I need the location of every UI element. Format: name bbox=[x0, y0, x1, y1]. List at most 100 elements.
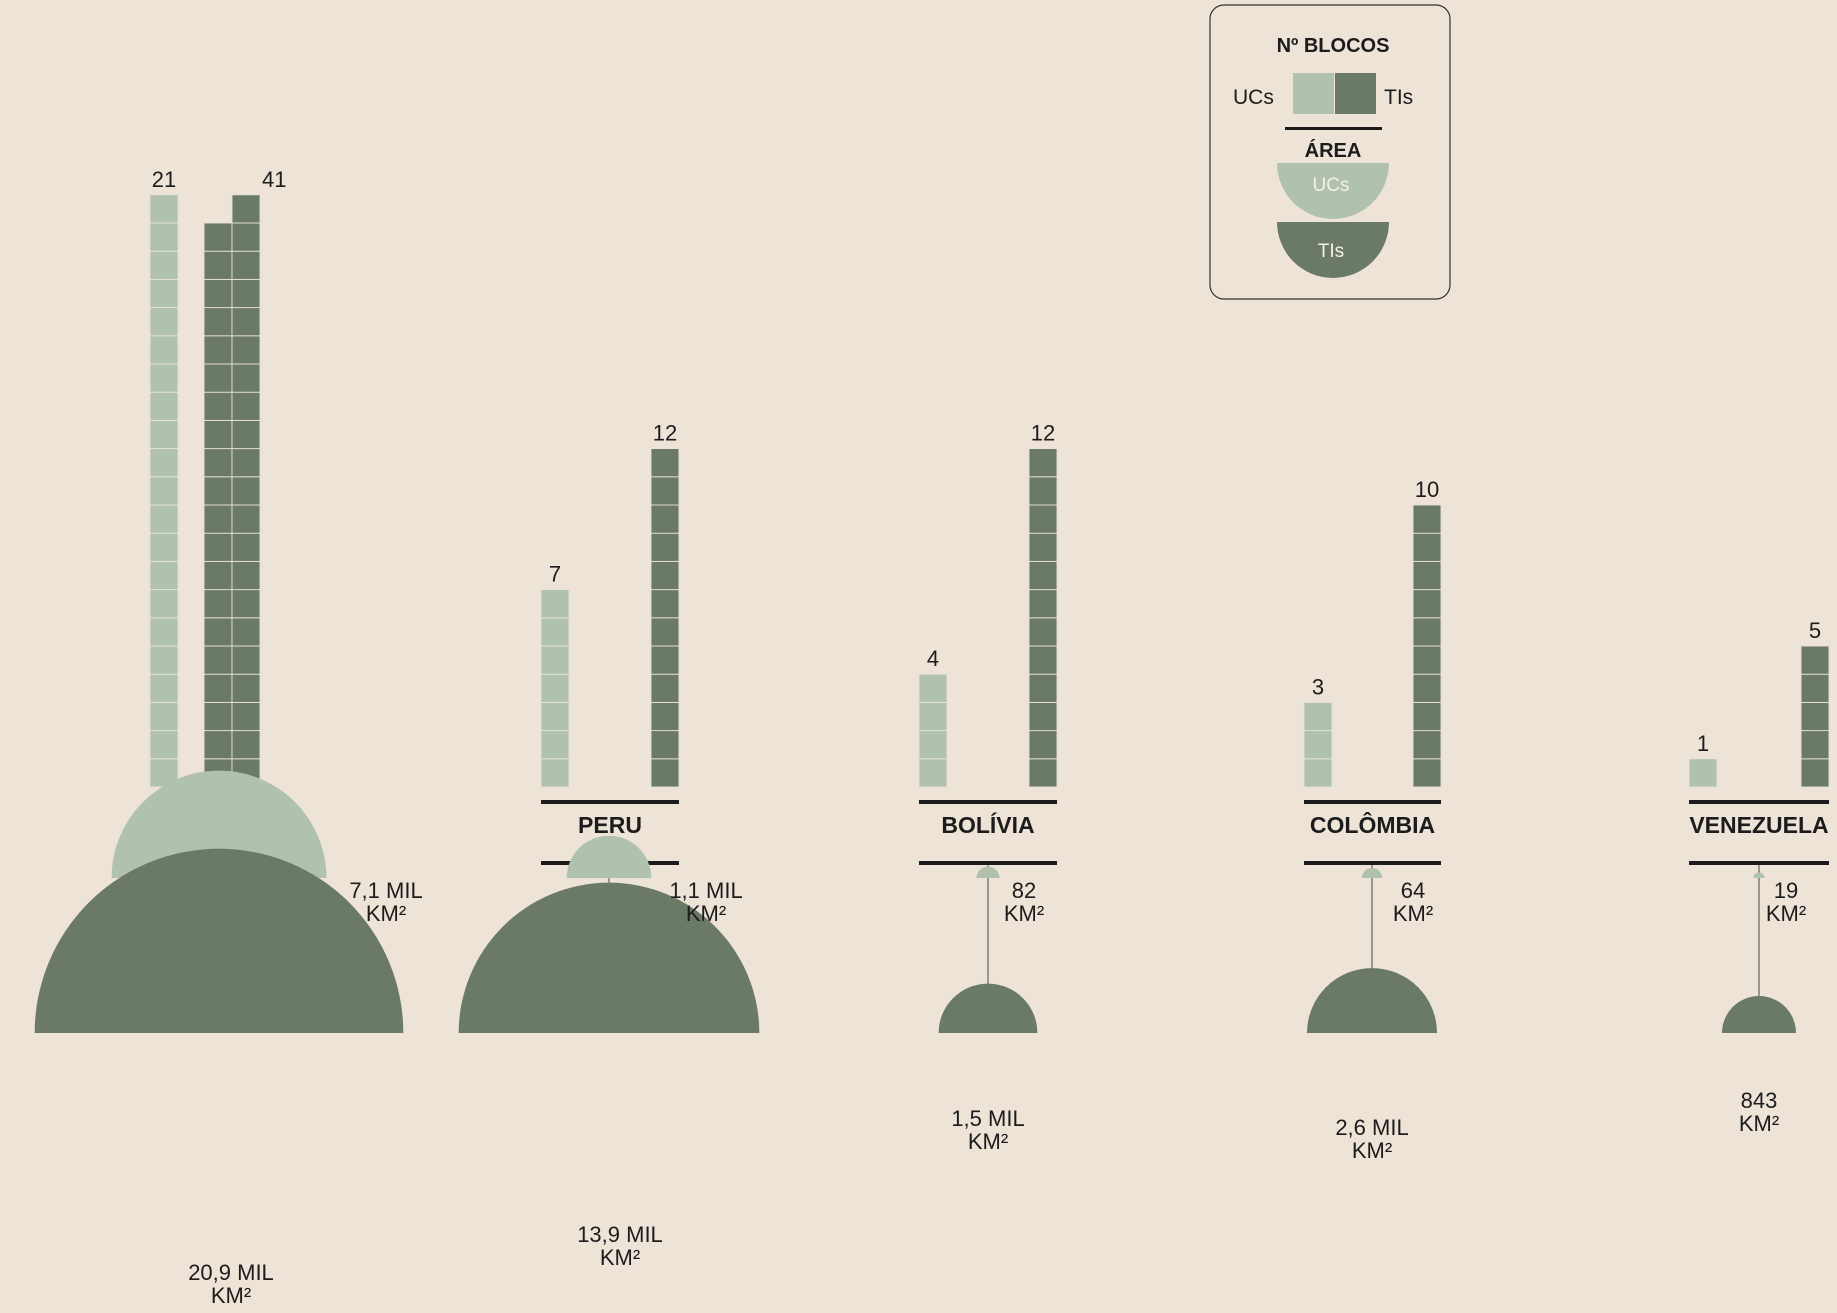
tis-bar-block bbox=[203, 363, 233, 393]
tis-bar-block bbox=[203, 617, 233, 647]
ucs-area-semicircle bbox=[1361, 867, 1383, 878]
ucs-bar-block bbox=[149, 532, 179, 562]
tis-area-label-line: 843 bbox=[1741, 1088, 1778, 1113]
ucs-bar-block bbox=[1303, 758, 1333, 788]
tis-bar-block bbox=[1412, 589, 1442, 619]
tis-area-label: 1,5 MIL KM² bbox=[951, 1106, 1024, 1154]
tis-bar-block bbox=[1412, 758, 1442, 788]
ucs-bar-block bbox=[149, 560, 179, 591]
country-rule-top bbox=[1689, 800, 1829, 804]
tis-bar-block bbox=[1028, 448, 1058, 478]
ucs-bar-block bbox=[149, 419, 179, 450]
legend-title-area: ÁREA bbox=[1305, 139, 1362, 162]
tis-bar-block bbox=[1412, 560, 1442, 591]
tis-bar-block bbox=[231, 194, 261, 224]
tis-bar-block bbox=[1412, 701, 1442, 732]
ucs-area-semicircle bbox=[976, 866, 1000, 878]
ucs-bar-block bbox=[1303, 730, 1333, 760]
ucs-bar-block bbox=[540, 673, 570, 703]
tis-area-label-line: KM² bbox=[1739, 1111, 1779, 1136]
ucs-bar-block bbox=[918, 701, 948, 732]
tis-area-label-line: KM² bbox=[968, 1129, 1008, 1154]
tis-bar-value-label: 10 bbox=[1415, 477, 1439, 502]
ucs-bar-block bbox=[149, 222, 179, 252]
tis-area-semicircle bbox=[1306, 968, 1438, 1033]
ucs-area-label-line: 19 bbox=[1774, 878, 1798, 903]
ucs-area-label-line: KM² bbox=[1393, 901, 1433, 926]
tis-bar-block bbox=[1028, 730, 1058, 760]
tis-bar-block bbox=[231, 589, 261, 619]
ucs-bar-block bbox=[918, 673, 948, 703]
tis-bar-block bbox=[203, 532, 233, 562]
ucs-bar-block bbox=[149, 589, 179, 619]
legend-divider bbox=[1285, 127, 1382, 130]
ucs-bar-block bbox=[149, 250, 179, 280]
ucs-bar-block bbox=[540, 701, 570, 732]
ucs-area-label-line: 7,1 MIL bbox=[349, 878, 422, 903]
ucs-area-label-line: KM² bbox=[686, 901, 726, 926]
tis-bar-block bbox=[650, 532, 680, 562]
tis-bar-block bbox=[203, 250, 233, 280]
tis-area-label-line: KM² bbox=[600, 1245, 640, 1270]
tis-bar-block bbox=[203, 335, 233, 365]
tis-bar-block bbox=[231, 250, 261, 280]
tis-bar-block bbox=[203, 504, 233, 534]
ucs-area-label-line: KM² bbox=[1766, 901, 1806, 926]
tis-bar-block bbox=[231, 278, 261, 309]
ucs-bar-block bbox=[149, 194, 179, 224]
tis-area-label-line: 1,5 MIL bbox=[951, 1106, 1024, 1131]
tis-bar-block bbox=[231, 363, 261, 393]
tis-bar-block bbox=[650, 758, 680, 788]
tis-area-semicircle bbox=[938, 983, 1038, 1033]
tis-bar-block bbox=[231, 504, 261, 534]
legend-tis-area-shape bbox=[1277, 222, 1389, 278]
tis-bar-block bbox=[650, 730, 680, 760]
tis-bar-block bbox=[1028, 758, 1058, 788]
tis-bar-block bbox=[231, 532, 261, 562]
ucs-bar: 1 bbox=[1688, 731, 1718, 788]
tis-bar-block bbox=[1028, 476, 1058, 506]
ucs-bar-value-label: 3 bbox=[1312, 674, 1324, 699]
tis-area-label: 843 KM² bbox=[1739, 1088, 1779, 1136]
ucs-bar-block bbox=[149, 673, 179, 703]
country-rule-bottom bbox=[1689, 861, 1829, 865]
tis-bar-block bbox=[203, 589, 233, 619]
country-rule-bottom bbox=[919, 861, 1057, 865]
ucs-area-label: 19 KM² bbox=[1766, 878, 1806, 926]
tis-bar-block bbox=[1028, 673, 1058, 703]
tis-bar-block bbox=[231, 560, 261, 591]
tis-area-label: 2,6 MIL KM² bbox=[1335, 1115, 1408, 1163]
ucs-bar-block bbox=[1688, 758, 1718, 788]
ucs-bar-block bbox=[540, 617, 570, 647]
ucs-bar-block bbox=[149, 307, 179, 337]
tis-bar-block bbox=[1412, 504, 1442, 534]
ucs-bar: 7 bbox=[540, 562, 570, 788]
ucs-area-semicircle bbox=[1753, 872, 1765, 878]
tis-area-label-line: 13,9 MIL bbox=[577, 1222, 663, 1247]
tis-bar-block bbox=[203, 560, 233, 591]
ucs-area-label: 7,1 MIL KM² bbox=[349, 878, 422, 926]
ucs-bar-block bbox=[540, 730, 570, 760]
ucs-bar-block bbox=[540, 589, 570, 619]
tis-bar-block bbox=[231, 701, 261, 732]
ucs-bar: 3 bbox=[1303, 674, 1333, 788]
ucs-area-semicircle bbox=[566, 835, 652, 878]
tis-bar-block bbox=[203, 307, 233, 337]
tis-area-label-line: KM² bbox=[211, 1283, 251, 1308]
tis-bar-block bbox=[650, 589, 680, 619]
ucs-bar-block bbox=[1303, 701, 1333, 732]
country-name: COLÔMBIA bbox=[1310, 811, 1435, 838]
tis-bar: 12 bbox=[650, 421, 680, 788]
ucs-bar-value-label: 21 bbox=[152, 167, 176, 192]
tis-bar-value-label: 41 bbox=[262, 167, 286, 192]
tis-bar-block bbox=[650, 448, 680, 478]
legend-ucs-area-shape bbox=[1277, 163, 1389, 219]
country-name: PERU bbox=[578, 812, 642, 838]
tis-area-label: 13,9 MIL KM² bbox=[577, 1222, 663, 1270]
tis-bar-block bbox=[231, 673, 261, 703]
tis-bar-block bbox=[1028, 560, 1058, 591]
tis-bar-block bbox=[231, 645, 261, 675]
